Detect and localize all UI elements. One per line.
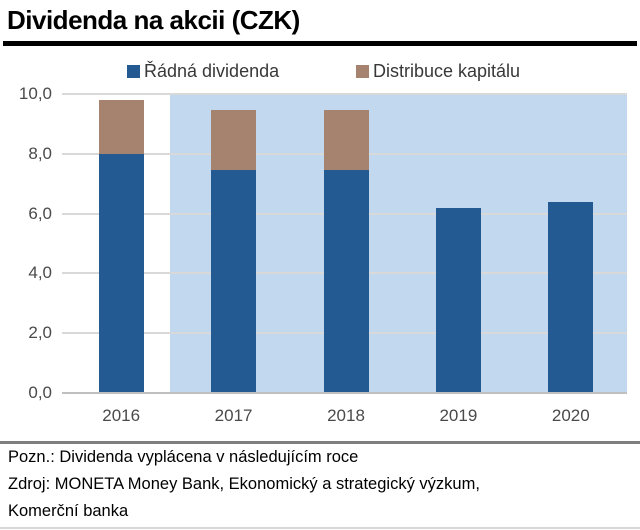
title-rule [3,41,637,46]
legend-label: Řádná dividenda [144,60,280,81]
x-axis-line [62,392,627,394]
x-axis-label: 2019 [439,406,478,425]
legend-item-radna-dividenda: Řádná dividenda [127,61,279,81]
y-axis-tick-label: 10,0 [18,84,52,103]
chart-title: Dividenda na akcii (CZK) [7,5,300,35]
y-axis-tick-label: 8,0 [28,143,52,163]
footer-divider [0,441,640,444]
bar-2018-radna-dividenda [323,170,369,393]
legend-item-distribuce-kapitalu: Distribuce kapitálu [356,61,520,81]
y-axis-tick-label: 0,0 [28,383,52,402]
bar-2018-distribuce-kapitalu [323,110,369,171]
footer-note: Pozn.: Dividenda vyplácena v následující… [8,448,359,466]
y-axis-tick-label: 6,0 [28,203,52,223]
y-axis-tick-label: 4,0 [28,263,52,283]
bar-2017-radna-dividenda [211,170,257,393]
footer-source-line-2: Komerční banka [8,502,129,520]
x-axis-label: 2018 [327,406,365,425]
footer-source-line-1: Zdroj: MONETA Money Bank, Ekonomický a s… [8,475,480,493]
legend-swatch-blue [127,64,140,78]
x-axis-label: 2016 [102,406,141,425]
legend-swatch-brown [356,64,369,78]
bar-2016-radna-dividenda [98,153,144,393]
bar-2017-distribuce-kapitalu [211,110,257,171]
y-axis-tick-label: 2,0 [28,323,52,343]
x-axis-label: 2020 [551,406,590,425]
bar-2019-radna-dividenda [435,207,481,393]
legend-label: Distribuce kapitálu [373,60,521,81]
bar-2016-distribuce-kapitalu [98,100,144,154]
bar-2020-radna-dividenda [548,201,594,393]
bottom-rule [0,527,640,529]
gridline [62,93,627,95]
x-axis-label: 2017 [214,406,253,425]
plot-area [62,93,627,394]
